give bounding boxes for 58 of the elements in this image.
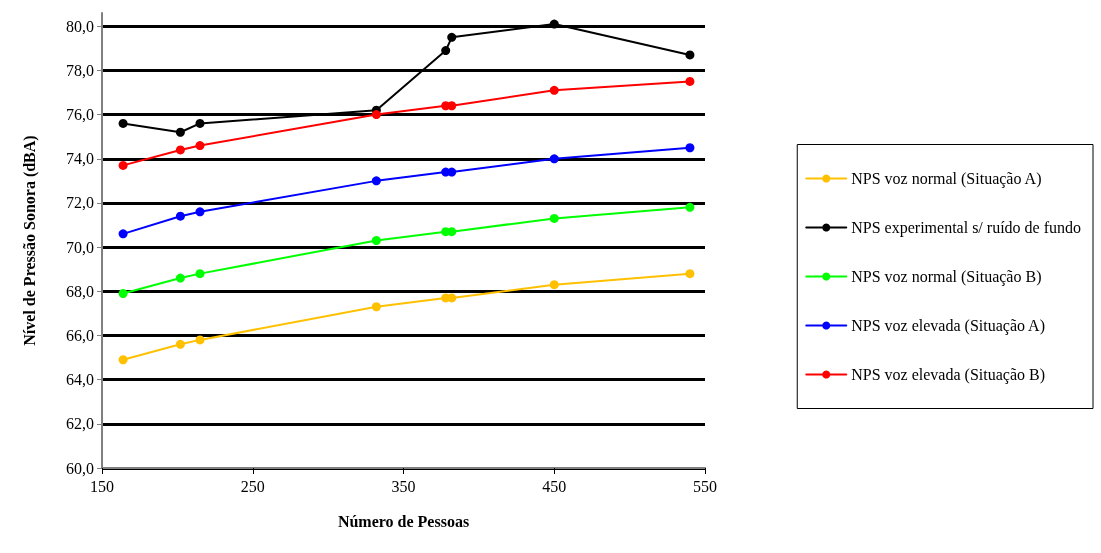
y-tick-label: 78,0: [66, 61, 94, 79]
point: [175, 211, 185, 221]
y-tick-label: 66,0: [66, 326, 94, 344]
y-tick-label: 62,0: [66, 415, 94, 433]
point: [175, 273, 185, 283]
point: [175, 127, 185, 137]
point: [447, 227, 457, 237]
y-tick-label: 68,0: [66, 282, 94, 300]
legend-label: NPS voz elevada (Situação B): [851, 366, 1045, 384]
point: [447, 101, 457, 111]
y-tick-label: 64,0: [66, 371, 94, 389]
point: [447, 32, 457, 42]
x-axis-title: Número de Pessoas: [337, 512, 470, 530]
point: [118, 289, 128, 299]
point: [549, 213, 559, 223]
legend-label: NPS voz elevada (Situação A): [851, 317, 1045, 335]
point: [175, 145, 185, 155]
y-tick-label: 74,0: [66, 150, 94, 168]
legend-label: NPS voz normal (Situação A): [851, 170, 1042, 188]
legend-label: NPS experimental s/ ruído de fundo: [851, 219, 1082, 237]
y-tick-label: 76,0: [66, 106, 94, 124]
point: [441, 46, 451, 56]
x-tick-label: 550: [693, 477, 717, 495]
y-tick-label: 80,0: [66, 17, 94, 35]
point: [549, 85, 559, 95]
point: [118, 160, 128, 170]
point: [195, 118, 205, 128]
legend-label: NPS voz normal (Situação B): [851, 268, 1042, 286]
point: [685, 76, 695, 86]
point: [549, 154, 559, 164]
point: [447, 167, 457, 177]
point: [685, 143, 695, 153]
point: [195, 335, 205, 345]
y-axis-title: Nível de Pressão Sonora (dBA): [20, 135, 39, 346]
point: [371, 110, 381, 120]
point: [371, 176, 381, 186]
point: [549, 280, 559, 290]
point: [118, 118, 128, 128]
x-tick-label: 350: [391, 477, 416, 495]
point: [685, 269, 695, 279]
point: [371, 236, 381, 245]
point: [195, 269, 205, 279]
y-tick-label: 70,0: [66, 238, 94, 256]
point: [685, 50, 695, 60]
point: [118, 355, 128, 365]
point: [447, 293, 457, 303]
point: [175, 339, 185, 349]
point: [685, 202, 695, 212]
point: [118, 229, 128, 239]
point: [195, 141, 205, 151]
point: [371, 302, 381, 312]
x-tick-label: 150: [90, 477, 114, 495]
x-tick-label: 250: [240, 477, 265, 495]
point: [549, 19, 559, 29]
y-tick-label: 60,0: [66, 459, 94, 477]
x-tick-label: 450: [542, 477, 567, 495]
y-tick-label: 72,0: [66, 194, 94, 212]
point: [195, 207, 205, 217]
